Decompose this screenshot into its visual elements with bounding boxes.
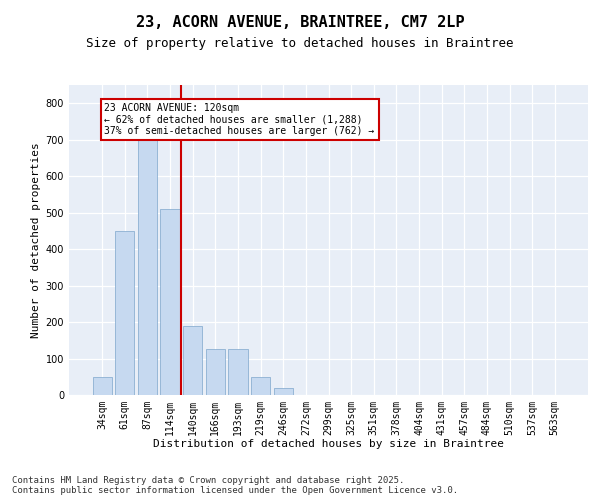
Y-axis label: Number of detached properties: Number of detached properties [31, 142, 41, 338]
Text: 23 ACORN AVENUE: 120sqm
← 62% of detached houses are smaller (1,288)
37% of semi: 23 ACORN AVENUE: 120sqm ← 62% of detache… [104, 103, 375, 136]
X-axis label: Distribution of detached houses by size in Braintree: Distribution of detached houses by size … [153, 440, 504, 450]
Bar [206, 350, 225, 395]
Bar [138, 129, 157, 395]
Bar [229, 350, 248, 395]
Bar [274, 388, 293, 395]
Text: 23, ACORN AVENUE, BRAINTREE, CM7 2LP: 23, ACORN AVENUE, BRAINTREE, CM7 2LP [136, 15, 464, 30]
Bar [115, 231, 134, 395]
Text: Size of property relative to detached houses in Braintree: Size of property relative to detached ho… [86, 38, 514, 51]
Bar [92, 377, 112, 395]
Text: Contains HM Land Registry data © Crown copyright and database right 2025.
Contai: Contains HM Land Registry data © Crown c… [12, 476, 458, 495]
Bar [251, 377, 270, 395]
Bar [160, 209, 180, 395]
Bar [183, 326, 202, 395]
